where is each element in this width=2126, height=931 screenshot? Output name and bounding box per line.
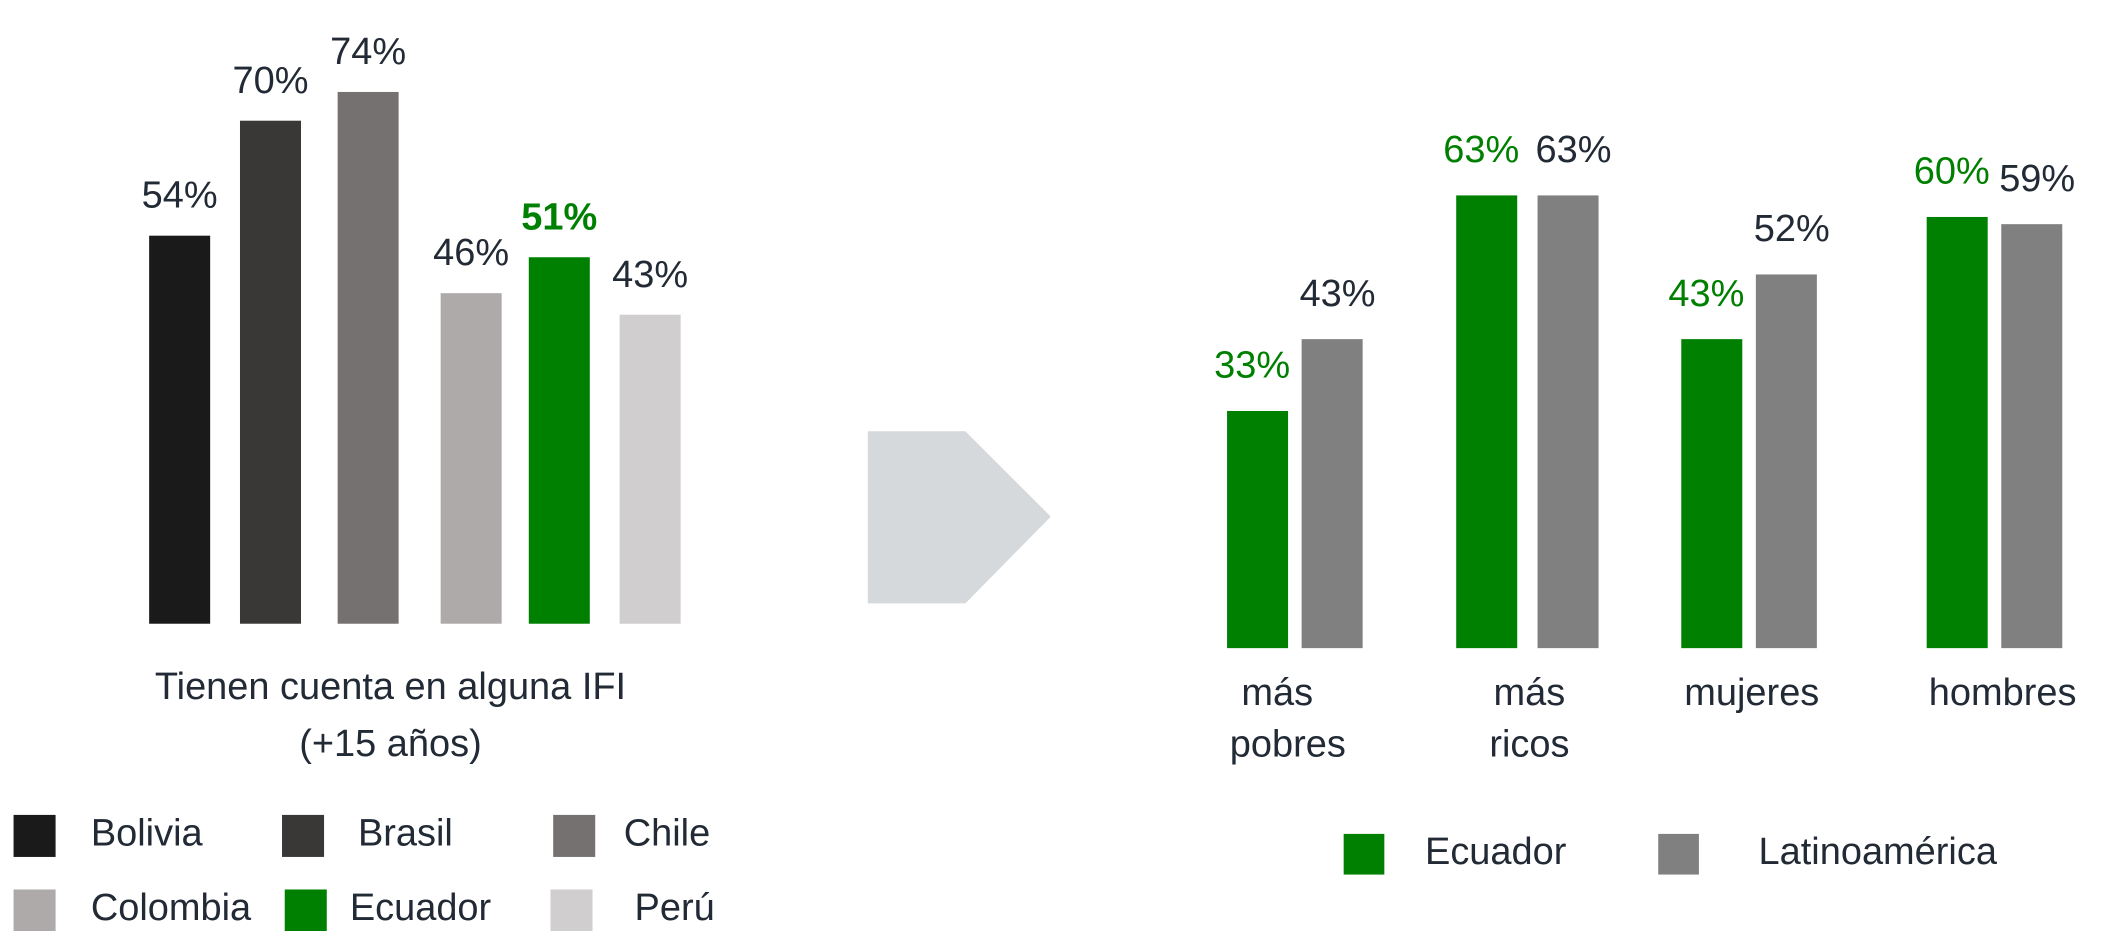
bar xyxy=(1537,195,1599,649)
value-label: 74% xyxy=(330,31,406,73)
chart-title: Tienen cuenta en alguna IFI xyxy=(155,666,626,708)
bar xyxy=(149,235,211,624)
legend-swatch xyxy=(1343,833,1385,875)
value-label: 63% xyxy=(1443,129,1519,171)
legend-label: Ecuador xyxy=(350,887,492,929)
legend-label: Colombia xyxy=(91,887,252,929)
legend-label: Brasil xyxy=(358,812,453,854)
value-label: 43% xyxy=(1300,273,1376,315)
x-tick-label-box: más pobres xyxy=(1229,671,1346,765)
bar xyxy=(337,91,399,624)
x-tick-label-box: hombres xyxy=(1928,671,2077,714)
x-tick-label-box: más ricos xyxy=(1489,671,1570,765)
bar xyxy=(619,314,681,624)
legend-label: Chile xyxy=(624,812,711,854)
chart-subtitle: (+15 años) xyxy=(299,723,482,765)
value-label: 70% xyxy=(233,60,309,102)
value-label: 33% xyxy=(1214,345,1290,387)
x-tick-label: mujeres xyxy=(1684,671,1820,714)
x-tick-label: más ricos xyxy=(1489,671,1570,765)
bar xyxy=(1456,195,1518,649)
x-tick-label: más pobres xyxy=(1229,671,1346,765)
legend-label: Latinoamérica xyxy=(1759,831,1998,873)
bar xyxy=(1227,410,1289,649)
legend-label: Bolivia xyxy=(91,812,204,854)
legend-swatch xyxy=(284,889,327,931)
legend-swatch xyxy=(282,814,325,857)
legend-swatch xyxy=(13,814,56,857)
bar xyxy=(440,293,502,624)
x-tick-label: hombres xyxy=(1928,671,2077,714)
bar xyxy=(1755,274,1817,649)
x-tick-label-box: mujeres xyxy=(1684,671,1820,714)
legend-swatch xyxy=(1658,833,1699,875)
value-label: 60% xyxy=(1914,151,1990,193)
value-label: 52% xyxy=(1754,208,1830,250)
value-label: 46% xyxy=(433,232,509,274)
bar xyxy=(528,257,590,624)
value-label: 59% xyxy=(1999,158,2075,200)
bar xyxy=(1301,339,1363,649)
value-label: 54% xyxy=(142,175,218,217)
legend-label: Ecuador xyxy=(1425,831,1567,873)
value-label: 43% xyxy=(612,254,688,296)
value-label: 51% xyxy=(521,196,597,238)
bar xyxy=(2001,224,2063,649)
legend-label: Perú xyxy=(635,887,715,929)
legend-swatch xyxy=(553,814,596,857)
value-label: 63% xyxy=(1535,129,1611,171)
value-label: 43% xyxy=(1668,273,1744,315)
bar xyxy=(239,120,302,624)
legend-swatch xyxy=(13,889,56,931)
bar xyxy=(1926,216,1988,649)
legend-swatch xyxy=(550,889,593,931)
bar xyxy=(1681,339,1743,649)
arrow-shape xyxy=(867,431,1051,604)
